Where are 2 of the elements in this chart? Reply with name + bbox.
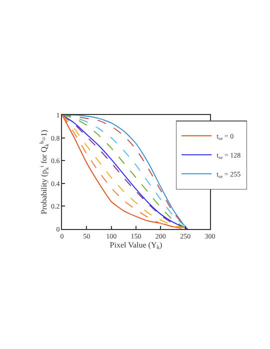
x-axis-title: Pixel Value (Y$_{k}$) [110,240,163,252]
line-series [62,115,188,229]
